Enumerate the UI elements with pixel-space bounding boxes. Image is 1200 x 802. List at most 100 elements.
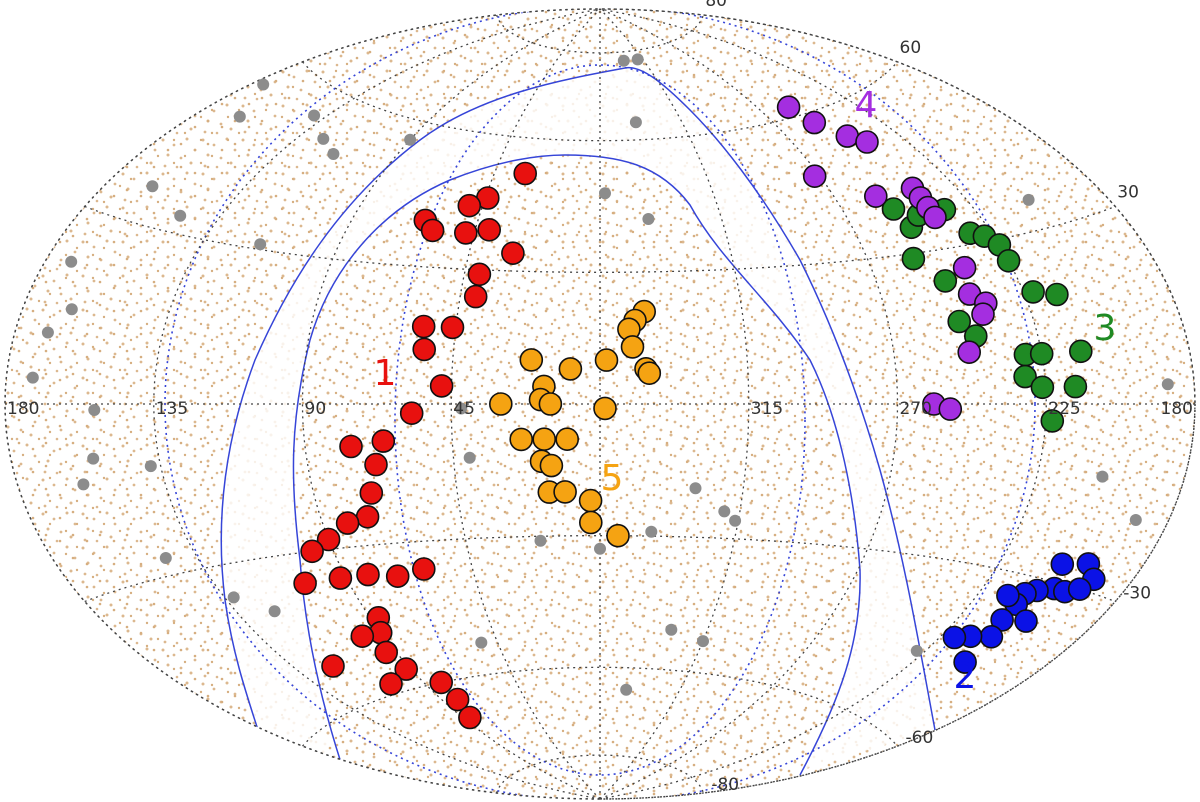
galaxy-point	[477, 218, 502, 242]
galaxy-point	[553, 480, 577, 504]
field-galaxy	[88, 404, 101, 416]
galaxy-point	[328, 566, 353, 590]
field-galaxy	[404, 133, 417, 146]
galaxy-point	[463, 284, 488, 309]
galaxy-point	[952, 255, 977, 280]
galaxy-point	[578, 488, 603, 513]
galaxy-point	[364, 452, 388, 477]
galaxy-point	[350, 624, 375, 649]
galaxy-point	[953, 650, 977, 674]
galaxy-point	[316, 527, 341, 552]
galaxy-point	[979, 624, 1004, 649]
sky-boundary	[4, 8, 1196, 800]
y-tick-label: -30	[1123, 584, 1151, 604]
group-label: 2	[954, 656, 977, 697]
x-tick-label: 315	[751, 399, 783, 419]
x-tick-label: 180	[7, 399, 39, 419]
points	[26, 53, 1174, 730]
field-galaxy	[254, 238, 267, 251]
galaxy-point	[863, 184, 888, 208]
field-galaxy	[1161, 378, 1174, 391]
galaxy-point	[457, 193, 482, 218]
galaxy-point	[293, 571, 317, 596]
y-tick-label: -60	[906, 728, 934, 748]
galaxy-point	[971, 302, 995, 327]
galaxy-point	[855, 130, 879, 154]
field-galaxy	[317, 132, 330, 145]
galaxy-point	[519, 348, 544, 372]
galaxy-point	[1013, 364, 1037, 389]
galaxy-point	[1030, 375, 1055, 400]
galaxy-point	[555, 427, 580, 452]
galaxy-point	[509, 427, 534, 452]
field-galaxy	[463, 451, 476, 464]
galaxy-point	[440, 315, 465, 340]
field-galaxy	[1129, 514, 1142, 526]
field-galaxy	[594, 542, 606, 555]
grid-line	[301, 8, 601, 800]
field-galaxy	[729, 514, 742, 527]
y-tick-label: 80	[705, 0, 727, 11]
x-tick-label: 90	[305, 399, 327, 419]
galaxy-point	[355, 504, 380, 529]
x-tick-label: 270	[900, 399, 932, 419]
x-tick-label: 135	[156, 399, 188, 419]
galaxy-point	[532, 427, 557, 452]
galaxy-point	[578, 510, 603, 535]
galaxy-point	[399, 401, 424, 426]
galaxy-point	[776, 95, 801, 119]
galaxy-point	[1063, 374, 1088, 399]
grid-line	[450, 8, 601, 800]
field-galaxy	[534, 534, 547, 547]
galaxy-point	[620, 335, 645, 359]
galaxy-point	[300, 539, 324, 564]
galaxy-point	[923, 205, 947, 230]
field-galaxy	[475, 636, 488, 649]
group-label: 1	[374, 353, 397, 394]
field-galaxy	[257, 78, 270, 91]
galaxy-point	[996, 583, 1020, 608]
galaxy-point	[458, 705, 482, 730]
field-galaxy	[599, 187, 611, 200]
galaxy-point	[1067, 577, 1092, 602]
field-galaxy	[227, 591, 240, 604]
labels: 180 135 90 45 315 270 225 180806030-30-60-80123…	[7, 0, 1193, 795]
y-tick-label: -80	[711, 775, 739, 795]
field-galaxy	[233, 110, 246, 123]
galaxy-point	[385, 564, 410, 589]
galaxy-point	[881, 197, 906, 221]
galaxy-point	[558, 357, 583, 381]
galaxy-point	[606, 523, 630, 548]
field-galaxy	[689, 482, 702, 495]
field-galaxy	[1022, 193, 1035, 206]
plane-boundary	[624, 66, 936, 731]
galaxy-point	[637, 361, 662, 386]
field-galaxy	[308, 109, 321, 122]
galaxy-point	[371, 429, 396, 453]
field-galaxy	[910, 644, 923, 657]
plane-boundary	[564, 154, 861, 776]
galaxy-point	[429, 670, 454, 695]
grid-line	[84, 205, 1116, 273]
galaxy-point	[1050, 552, 1075, 577]
field-galaxy	[26, 371, 39, 384]
grid-line	[496, 754, 704, 794]
group-label: 3	[1094, 308, 1117, 349]
galaxy-point	[467, 262, 492, 287]
galaxy-point	[933, 269, 958, 293]
field-galaxy	[629, 116, 642, 129]
galaxy-point	[901, 246, 926, 271]
galaxy-point	[1021, 280, 1045, 304]
galaxy-point	[947, 309, 972, 334]
galaxy-point	[593, 396, 617, 421]
galaxy-point	[356, 562, 380, 587]
galaxy-point	[359, 481, 384, 505]
grid-line	[302, 61, 898, 142]
group-label: 4	[855, 85, 878, 126]
grid-line	[84, 535, 1116, 603]
grid-line	[599, 8, 899, 800]
galaxy-point	[379, 672, 403, 696]
galaxy-point	[374, 640, 399, 665]
galaxy-point	[835, 124, 860, 148]
galaxy-point	[957, 340, 982, 365]
